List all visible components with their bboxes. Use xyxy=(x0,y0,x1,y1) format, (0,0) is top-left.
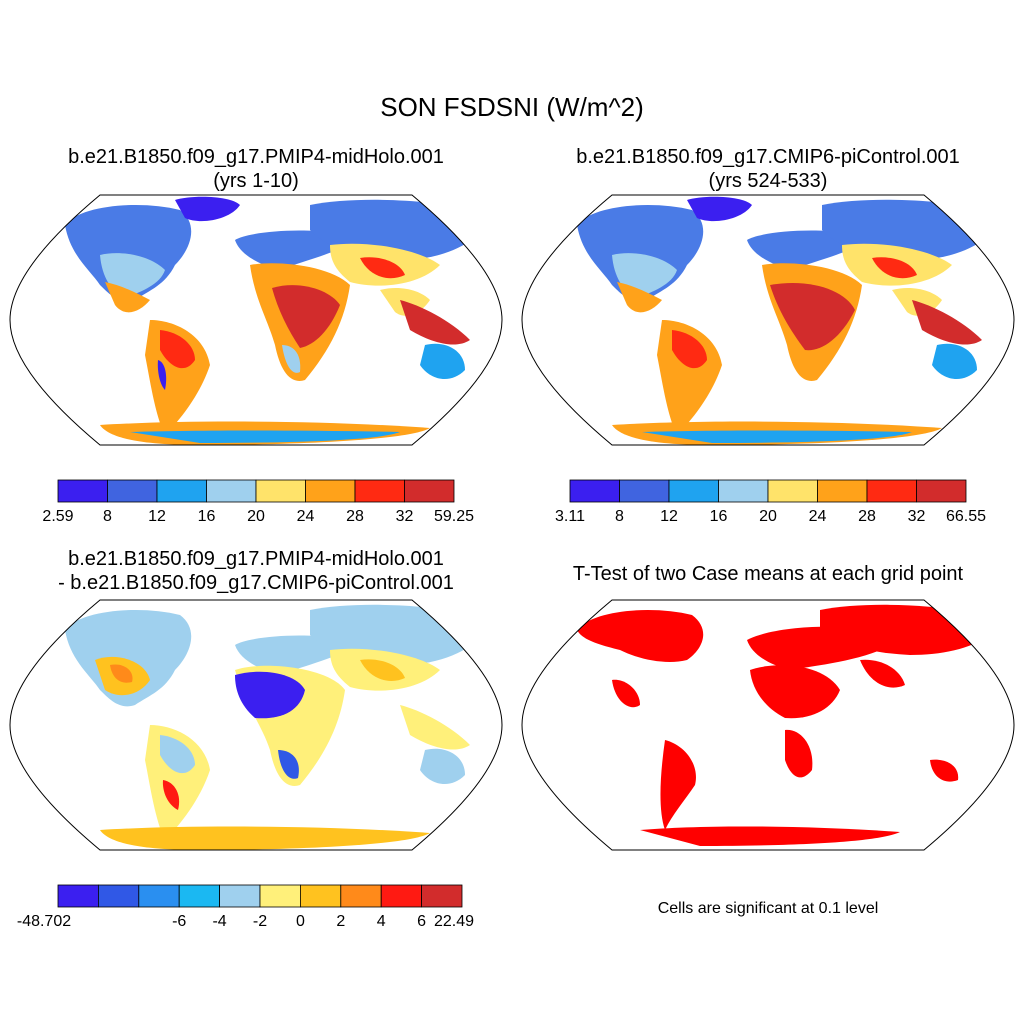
colorbar-tick-label: -6 xyxy=(172,913,186,930)
colorbar-box xyxy=(817,479,868,503)
panel-2-title: b.e21.B1850.f09_g17.CMIP6-piControl.001 … xyxy=(522,145,1014,193)
colorbar-box xyxy=(305,479,356,503)
colorbar-tick-label: 12 xyxy=(660,508,678,525)
colorbar-tick-label: 2.59 xyxy=(42,508,73,525)
colorbar-tick-label: 59.25 xyxy=(434,508,474,525)
colorbar-tick-label: 3.11 xyxy=(555,508,585,525)
panel-2-colorbar: 3.11 8 12 16 20 24 28 32 66.55 xyxy=(555,479,986,525)
panel-1-colorbar: 2.59 8 12 16 20 24 28 32 59.25 xyxy=(42,479,474,525)
colorbar-box xyxy=(354,479,405,503)
panel-3-colorbar: -48.702 -6 -4 -2 0 2 4 6 22.49 xyxy=(17,884,474,930)
colorbar-box xyxy=(380,884,423,908)
colorbar-box xyxy=(299,884,342,908)
panel-2-map-frame xyxy=(521,194,1015,446)
panel-4-note: Cells are significant at 0.1 level xyxy=(657,900,879,917)
colorbar-tick-label: -48.702 xyxy=(17,913,71,930)
colorbar-box xyxy=(421,884,463,908)
colorbar-box xyxy=(156,479,207,503)
colorbar-box xyxy=(178,884,220,908)
colorbar-tick-label: 8 xyxy=(103,508,112,525)
colorbar-box xyxy=(98,884,140,908)
colorbar-box xyxy=(340,884,382,908)
colorbar-box xyxy=(206,479,257,503)
colorbar-tick-label: 12 xyxy=(148,508,166,525)
colorbar-box xyxy=(916,479,967,503)
colorbar-tick-label: -4 xyxy=(212,913,226,930)
colorbar-box xyxy=(138,884,180,908)
colorbar-tick-label: 22.49 xyxy=(434,913,474,930)
panel-2-title-line2: (yrs 524-533) xyxy=(708,170,828,192)
panel-3-title-line1: b.e21.B1850.f09_g17.PMIP4-midHolo.001 xyxy=(68,548,444,570)
colorbar-tick-label: 0 xyxy=(296,913,305,930)
panel-4-title: T-Test of two Case means at each grid po… xyxy=(572,563,964,585)
colorbar-tick-label: 32 xyxy=(396,508,414,525)
colorbar-tick-label: 28 xyxy=(858,508,876,525)
panel-1-title-line1: b.e21.B1850.f09_g17.PMIP4-midHolo.001 xyxy=(68,146,444,168)
colorbar-box xyxy=(718,479,769,503)
colorbar-box xyxy=(259,884,301,908)
panel-1-map-frame xyxy=(9,194,503,446)
panel-2-map xyxy=(577,196,1002,445)
panel-1-title-line2: (yrs 1-10) xyxy=(213,170,299,192)
colorbar-tick-label: 16 xyxy=(710,508,728,525)
panel-1-title: b.e21.B1850.f09_g17.PMIP4-midHolo.001 (y… xyxy=(10,145,502,193)
colorbar-tick-label: 16 xyxy=(198,508,216,525)
colorbar-box xyxy=(107,479,158,503)
colorbar-tick-label: 32 xyxy=(908,508,926,525)
panel-4-map xyxy=(577,604,1000,846)
colorbar-box xyxy=(668,479,719,503)
panel-3-title: b.e21.B1850.f09_g17.PMIP4-midHolo.001 - … xyxy=(10,547,502,595)
colorbar-box xyxy=(57,884,99,908)
panel-1-map xyxy=(65,196,490,445)
colorbar-box xyxy=(866,479,917,503)
colorbar-tick-label: 20 xyxy=(247,508,265,525)
colorbar-box xyxy=(619,479,670,503)
colorbar-tick-label: 24 xyxy=(809,508,827,525)
panel-4-map-frame xyxy=(521,599,1015,851)
colorbar-tick-label: 24 xyxy=(297,508,315,525)
panel-3-title-line2: - b.e21.B1850.f09_g17.CMIP6-piControl.00… xyxy=(58,572,454,594)
colorbar-tick-label: 2 xyxy=(336,913,345,930)
panel-3-map-frame xyxy=(9,599,503,851)
colorbar-tick-label: 28 xyxy=(346,508,364,525)
colorbar-tick-label: 4 xyxy=(377,913,386,930)
colorbar-tick-label: 66.55 xyxy=(946,508,986,525)
panel-2-title-line1: b.e21.B1850.f09_g17.CMIP6-piControl.001 xyxy=(576,146,960,168)
colorbar-tick-label: 8 xyxy=(615,508,624,525)
colorbar-box xyxy=(57,479,108,503)
panel-3-map xyxy=(65,604,490,850)
colorbar-tick-label: -2 xyxy=(253,913,267,930)
colorbar-tick-label: 6 xyxy=(417,913,426,930)
colorbar-box xyxy=(255,479,306,503)
colorbar-box xyxy=(219,884,261,908)
colorbar-box xyxy=(767,479,818,503)
figure-title: SON FSDSNI (W/m^2) xyxy=(380,92,644,122)
colorbar-tick-label: 20 xyxy=(759,508,777,525)
colorbar-box xyxy=(569,479,620,503)
colorbar-box xyxy=(404,479,455,503)
